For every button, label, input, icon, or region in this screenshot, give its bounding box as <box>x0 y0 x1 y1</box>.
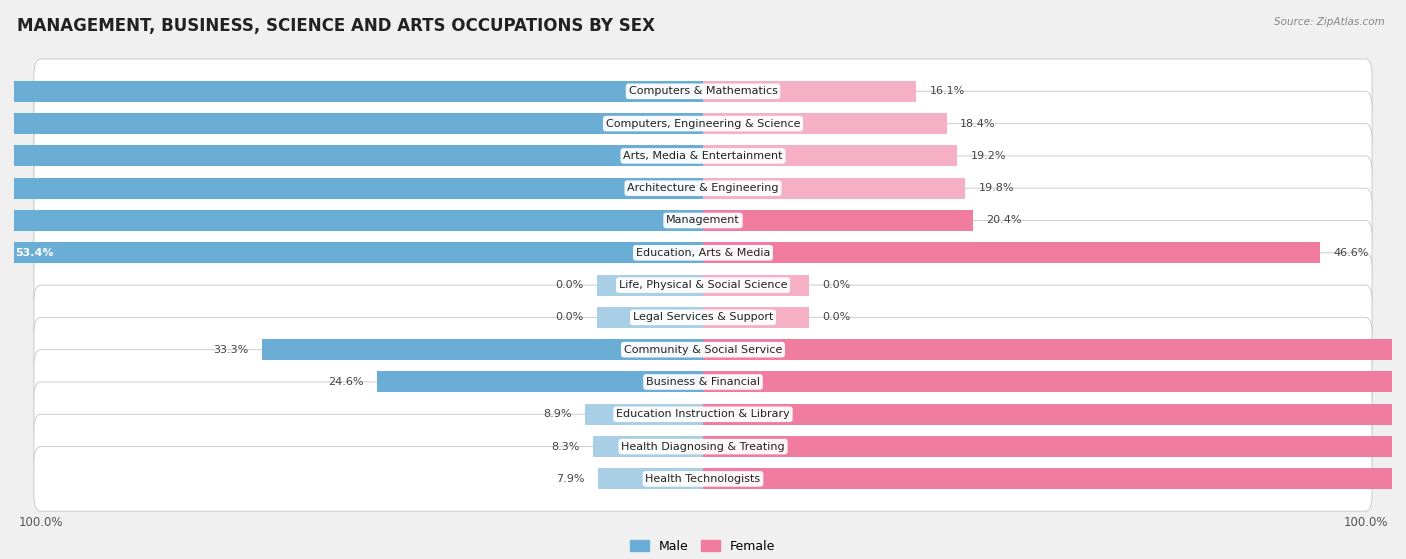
Bar <box>703 404 1406 425</box>
Text: 53.4%: 53.4% <box>15 248 53 258</box>
FancyBboxPatch shape <box>34 124 1372 188</box>
Text: Arts, Media & Entertainment: Arts, Media & Entertainment <box>623 151 783 161</box>
FancyBboxPatch shape <box>34 447 1372 511</box>
Bar <box>703 178 966 198</box>
FancyBboxPatch shape <box>34 91 1372 156</box>
Text: Health Diagnosing & Treating: Health Diagnosing & Treating <box>621 442 785 452</box>
Bar <box>703 307 808 328</box>
FancyBboxPatch shape <box>34 414 1372 479</box>
Bar <box>262 339 703 360</box>
FancyBboxPatch shape <box>34 285 1372 350</box>
Bar <box>703 468 1406 489</box>
Text: 33.3%: 33.3% <box>214 345 249 355</box>
Bar <box>703 436 1406 457</box>
FancyBboxPatch shape <box>34 318 1372 382</box>
Bar <box>0 178 703 198</box>
Bar <box>703 210 973 231</box>
Bar <box>0 210 703 231</box>
Text: 0.0%: 0.0% <box>555 280 583 290</box>
Text: 0.0%: 0.0% <box>823 312 851 323</box>
Text: 19.2%: 19.2% <box>970 151 1007 161</box>
Text: Community & Social Service: Community & Social Service <box>624 345 782 355</box>
Bar <box>703 81 917 102</box>
Bar <box>0 81 703 102</box>
Bar <box>377 372 703 392</box>
Text: 8.3%: 8.3% <box>551 442 579 452</box>
Bar <box>703 113 946 134</box>
Bar <box>0 113 703 134</box>
Bar <box>0 145 703 167</box>
Text: 20.4%: 20.4% <box>987 215 1022 225</box>
Text: 8.9%: 8.9% <box>543 409 572 419</box>
Bar <box>599 468 703 489</box>
Text: 19.8%: 19.8% <box>979 183 1014 193</box>
Text: Architecture & Engineering: Architecture & Engineering <box>627 183 779 193</box>
Text: MANAGEMENT, BUSINESS, SCIENCE AND ARTS OCCUPATIONS BY SEX: MANAGEMENT, BUSINESS, SCIENCE AND ARTS O… <box>17 17 655 35</box>
Legend: Male, Female: Male, Female <box>626 535 780 558</box>
Bar <box>598 274 703 296</box>
Bar <box>703 145 957 167</box>
FancyBboxPatch shape <box>34 59 1372 124</box>
Bar <box>585 404 703 425</box>
Text: Education Instruction & Library: Education Instruction & Library <box>616 409 790 419</box>
Text: Business & Financial: Business & Financial <box>645 377 761 387</box>
Text: Education, Arts & Media: Education, Arts & Media <box>636 248 770 258</box>
Bar <box>703 274 808 296</box>
FancyBboxPatch shape <box>34 220 1372 285</box>
Text: 24.6%: 24.6% <box>329 377 364 387</box>
Bar <box>593 436 703 457</box>
FancyBboxPatch shape <box>34 253 1372 318</box>
Text: 7.9%: 7.9% <box>557 474 585 484</box>
Bar <box>703 242 1320 263</box>
Text: Management: Management <box>666 215 740 225</box>
FancyBboxPatch shape <box>34 350 1372 414</box>
Text: Health Technologists: Health Technologists <box>645 474 761 484</box>
FancyBboxPatch shape <box>34 382 1372 447</box>
Text: Computers, Engineering & Science: Computers, Engineering & Science <box>606 119 800 129</box>
Text: Life, Physical & Social Science: Life, Physical & Social Science <box>619 280 787 290</box>
FancyBboxPatch shape <box>34 156 1372 220</box>
Text: 46.6%: 46.6% <box>1334 248 1369 258</box>
FancyBboxPatch shape <box>34 188 1372 253</box>
Bar <box>0 242 703 263</box>
Text: Source: ZipAtlas.com: Source: ZipAtlas.com <box>1274 17 1385 27</box>
Text: 16.1%: 16.1% <box>929 86 965 96</box>
Text: Computers & Mathematics: Computers & Mathematics <box>628 86 778 96</box>
Bar <box>703 372 1406 392</box>
Text: 0.0%: 0.0% <box>555 312 583 323</box>
Text: Legal Services & Support: Legal Services & Support <box>633 312 773 323</box>
Text: 0.0%: 0.0% <box>823 280 851 290</box>
Bar <box>703 339 1406 360</box>
Text: 18.4%: 18.4% <box>960 119 995 129</box>
Bar <box>598 307 703 328</box>
